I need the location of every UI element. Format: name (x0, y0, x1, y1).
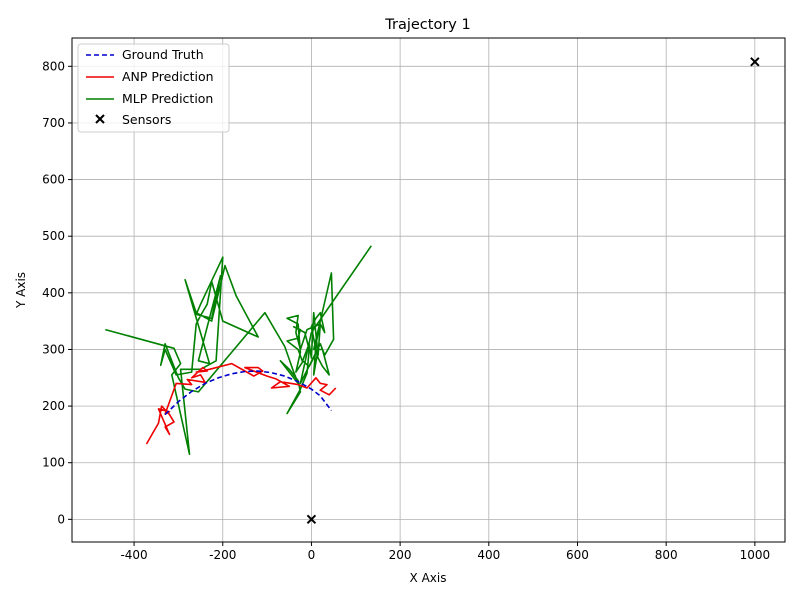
x-tick-label: 0 (308, 548, 316, 562)
x-tick-label: 400 (477, 548, 500, 562)
legend-label-anp: ANP Prediction (122, 69, 214, 84)
x-tick-label: 200 (389, 548, 412, 562)
sensor-marker (750, 57, 760, 67)
x-tick-label: -200 (209, 548, 236, 562)
legend-label-sensors: Sensors (122, 112, 171, 127)
y-tick-label: 200 (42, 399, 65, 413)
plot-frame (71, 37, 786, 543)
series-layer (105, 57, 760, 525)
legend-box (77, 43, 230, 133)
y-tick-label: 500 (42, 229, 65, 243)
y-axis-label: Y Axis (14, 272, 28, 309)
legend: Ground Truth ANP Prediction MLP Predicti… (77, 43, 230, 133)
x-tick-label: 600 (566, 548, 589, 562)
y-tick-label: 0 (57, 512, 65, 526)
axis-ticks: -400 -200 0 200 400 600 800 1000 0 100 200 300 400 50… (42, 59, 770, 562)
y-tick-label: 600 (42, 173, 65, 187)
x-tick-label: 800 (655, 548, 678, 562)
legend-swatch-sensors (95, 114, 105, 124)
ground-truth-line (164, 370, 333, 416)
sensor-marker (306, 514, 317, 525)
x-tick-label: 1000 (740, 548, 771, 562)
y-tick-label: 300 (42, 342, 65, 356)
legend-label-mlp: MLP Prediction (122, 91, 213, 106)
grid-lines (72, 38, 785, 542)
y-tick-label: 800 (42, 59, 65, 73)
y-tick-label: 700 (42, 116, 65, 130)
x-tick-label: -400 (120, 548, 147, 562)
anp-prediction-line (145, 362, 337, 445)
y-tick-label: 400 (42, 286, 65, 300)
mlp-prediction-line (105, 245, 372, 456)
x-axis-label: X Axis (410, 571, 447, 585)
legend-label-ground-truth: Ground Truth (122, 47, 204, 62)
y-tick-label: 100 (42, 456, 65, 470)
chart-title: Trajectory 1 (384, 17, 470, 33)
